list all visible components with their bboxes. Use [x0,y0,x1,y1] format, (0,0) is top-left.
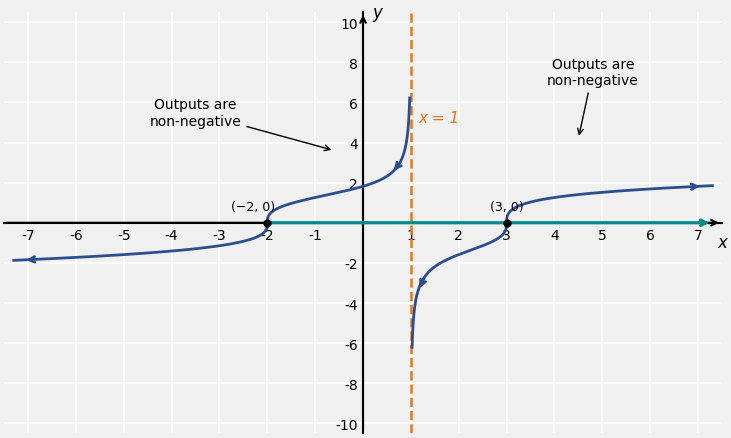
Text: x: x [717,233,727,251]
Text: (−2, 0): (−2, 0) [231,200,275,213]
Text: x = 1: x = 1 [418,111,459,126]
Text: y: y [373,4,382,22]
Text: (3, 0): (3, 0) [490,200,523,213]
Text: Outputs are
non-negative: Outputs are non-negative [150,98,330,151]
Text: Outputs are
non-negative: Outputs are non-negative [547,58,639,135]
